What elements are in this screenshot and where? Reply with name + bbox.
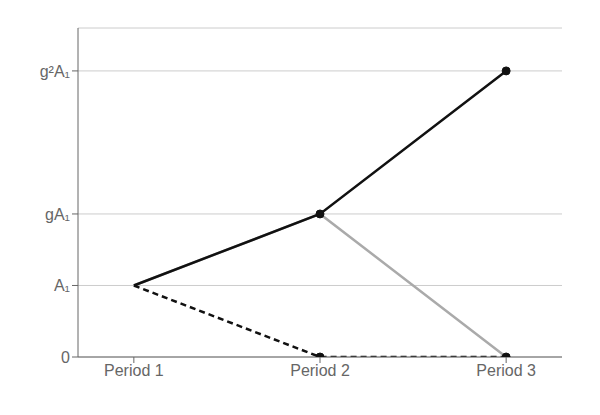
svg-text:A₁: A₁ [54, 277, 70, 294]
svg-text:g²A₁: g²A₁ [40, 63, 70, 80]
svg-text:Period 3: Period 3 [476, 362, 536, 379]
svg-text:gA₁: gA₁ [45, 206, 70, 223]
svg-text:Period 2: Period 2 [290, 362, 350, 379]
svg-text:Period 1: Period 1 [104, 362, 164, 379]
svg-text:0: 0 [61, 349, 70, 366]
